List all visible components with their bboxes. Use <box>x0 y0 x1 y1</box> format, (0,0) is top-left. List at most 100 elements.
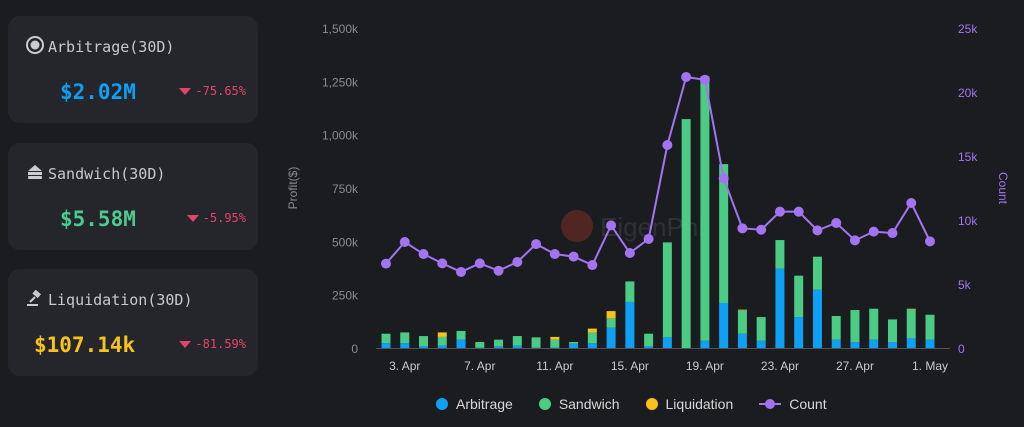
count-point[interactable] <box>681 72 692 83</box>
count-point[interactable] <box>531 239 542 250</box>
bar-arbitrage[interactable] <box>419 346 429 348</box>
bar-arbitrage[interactable] <box>756 340 766 348</box>
bar-sandwich[interactable] <box>494 339 504 347</box>
count-point[interactable] <box>756 224 767 235</box>
bar-sandwich[interactable] <box>625 281 635 302</box>
count-point[interactable] <box>793 206 804 217</box>
bar-sandwich[interactable] <box>775 240 785 269</box>
count-point[interactable] <box>906 197 917 208</box>
bar-arbitrage[interactable] <box>456 339 466 348</box>
count-point[interactable] <box>437 258 448 269</box>
bar-arbitrage[interactable] <box>512 345 522 348</box>
legend-item-sandwich[interactable]: Sandwich <box>538 396 620 412</box>
bar-sandwich[interactable] <box>719 164 729 303</box>
bar-arbitrage[interactable] <box>662 337 672 348</box>
bar-arbitrage[interactable] <box>587 343 597 348</box>
count-point[interactable] <box>549 249 560 260</box>
count-point[interactable] <box>925 236 935 247</box>
bar-sandwich[interactable] <box>831 316 841 340</box>
bar-arbitrage[interactable] <box>775 268 785 348</box>
count-point[interactable] <box>474 258 485 269</box>
bar-arbitrage[interactable] <box>737 333 747 348</box>
bar-sandwich[interactable] <box>569 342 579 344</box>
bar-arbitrage[interactable] <box>719 302 729 348</box>
count-point[interactable] <box>512 256 523 267</box>
bar-sandwich[interactable] <box>437 336 447 346</box>
bar-liquidation[interactable] <box>737 309 747 311</box>
count-line <box>385 75 931 274</box>
count-point[interactable] <box>418 249 429 260</box>
bar-sandwich[interactable] <box>794 275 804 318</box>
bar-liquidation[interactable] <box>550 336 560 340</box>
arbitrage-coin-icon <box>26 36 44 58</box>
bar-sandwich[interactable] <box>550 339 560 348</box>
bar-sandwich[interactable] <box>887 319 897 343</box>
count-point[interactable] <box>493 265 504 276</box>
legend-label: Count <box>789 396 827 412</box>
bar-arbitrage[interactable] <box>569 343 579 348</box>
bar-sandwich[interactable] <box>606 318 616 328</box>
bar-sandwich[interactable] <box>512 336 522 346</box>
count-point[interactable] <box>831 217 842 228</box>
bar-liquidation[interactable] <box>437 332 447 337</box>
count-point[interactable] <box>699 74 710 85</box>
legend-item-arbitrage[interactable]: Arbitrage <box>436 396 513 412</box>
bar-arbitrage[interactable] <box>625 301 635 348</box>
bar-sandwich[interactable] <box>756 317 766 341</box>
count-point[interactable] <box>568 251 579 262</box>
count-point[interactable] <box>662 139 673 150</box>
bar-arbitrage[interactable] <box>887 342 897 348</box>
legend-item-count[interactable]: Count <box>759 396 827 412</box>
bar-sandwich[interactable] <box>456 330 466 340</box>
count-point[interactable] <box>381 258 391 269</box>
bar-sandwich[interactable] <box>587 332 597 344</box>
bar-sandwich[interactable] <box>400 332 410 344</box>
bar-sandwich[interactable] <box>850 310 860 343</box>
bar-sandwich[interactable] <box>381 333 391 344</box>
bar-sandwich[interactable] <box>644 333 654 347</box>
bar-sandwich[interactable] <box>681 119 691 349</box>
count-point[interactable] <box>849 235 860 246</box>
count-point[interactable] <box>456 266 467 277</box>
count-point[interactable] <box>624 248 635 259</box>
bar-sandwich[interactable] <box>869 308 879 340</box>
bar-sandwich[interactable] <box>662 242 672 338</box>
count-point[interactable] <box>887 228 898 239</box>
bar-liquidation[interactable] <box>606 311 616 319</box>
count-point[interactable] <box>399 237 410 248</box>
count-point[interactable] <box>643 233 654 244</box>
bar-arbitrage[interactable] <box>831 339 841 348</box>
bar-arbitrage[interactable] <box>437 345 447 348</box>
bar-arbitrage[interactable] <box>812 289 822 348</box>
card-change: -5.95% <box>186 211 246 225</box>
bar-sandwich[interactable] <box>531 337 541 348</box>
bar-arbitrage[interactable] <box>400 343 410 348</box>
bar-sandwich[interactable] <box>737 310 747 334</box>
count-point[interactable] <box>606 220 617 231</box>
count-point[interactable] <box>774 206 785 217</box>
bar-sandwich[interactable] <box>700 76 710 341</box>
bar-arbitrage[interactable] <box>606 327 616 348</box>
bar-arbitrage[interactable] <box>381 343 391 348</box>
bar-arbitrage[interactable] <box>700 340 710 348</box>
count-point[interactable] <box>718 173 729 184</box>
bar-liquidation[interactable] <box>587 328 597 333</box>
count-point[interactable] <box>587 260 598 271</box>
bar-sandwich[interactable] <box>475 342 485 348</box>
bar-arbitrage[interactable] <box>925 339 935 348</box>
count-point[interactable] <box>812 225 823 236</box>
bar-sandwich[interactable] <box>925 314 935 340</box>
bar-sandwich[interactable] <box>419 336 429 347</box>
bar-arbitrage[interactable] <box>850 342 860 348</box>
legend-item-liquidation[interactable]: Liquidation <box>645 396 733 412</box>
bar-arbitrage[interactable] <box>869 339 879 348</box>
bar-arbitrage[interactable] <box>644 346 654 348</box>
bar-liquidation[interactable] <box>906 308 916 310</box>
bar-arbitrage[interactable] <box>906 338 916 348</box>
bar-arbitrage[interactable] <box>494 346 504 348</box>
count-point[interactable] <box>868 226 879 237</box>
count-point[interactable] <box>737 223 748 234</box>
bar-arbitrage[interactable] <box>794 317 804 348</box>
bar-sandwich[interactable] <box>906 309 916 339</box>
bar-sandwich[interactable] <box>812 256 822 290</box>
